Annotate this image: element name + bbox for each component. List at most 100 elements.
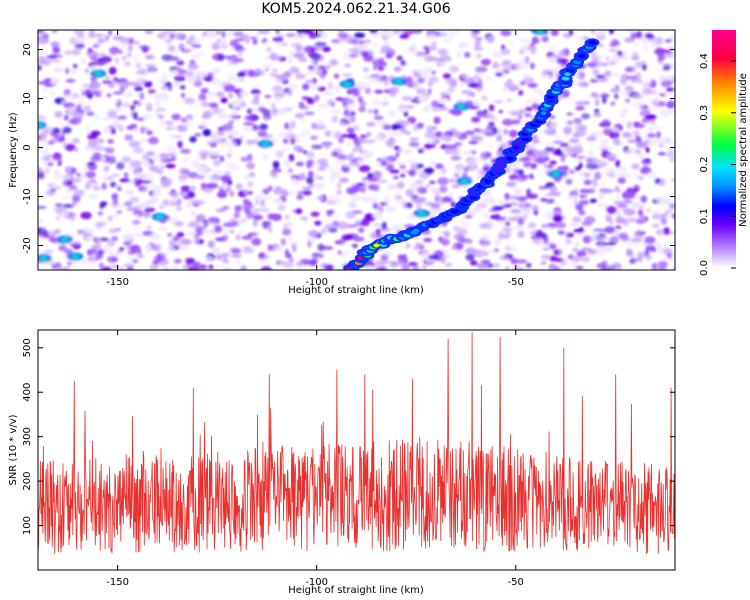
heatmap-noise-cell [272,160,280,169]
colorbar-tick-label: 0.1 [699,208,710,224]
heatmap-noise-cell [182,170,191,174]
heatmap-noise-cell [66,93,75,98]
heatmap-noise-cell [74,148,79,152]
heatmap-noise-cell [154,99,161,108]
heatmap-noise-cell [124,189,135,196]
heatmap-noise-cell [98,143,104,147]
heatmap-noise-cell [412,84,420,90]
heatmap-noise-cell [364,74,370,80]
heatmap-noise-cell [507,216,518,222]
heatmap-noise-cell [169,32,174,41]
heatmap-noise-cell [662,62,670,67]
heatmap-x-tick-label: -100 [305,277,328,288]
heatmap-noise-cell [167,217,179,224]
heatmap-noise-cell [633,184,640,193]
heatmap-noise-cell [262,224,269,229]
heatmap-noise-cell [158,227,168,231]
heatmap-noise-cell [142,230,154,236]
heatmap-noise-cell [190,209,196,218]
heatmap-noise-cell [474,157,483,161]
heatmap-noise-cell [191,160,199,168]
heatmap-noise-cell [405,243,411,249]
heatmap-x-tick-label: -50 [508,277,524,288]
heatmap-noise-cell [486,35,495,43]
heatmap-noise-cell [377,206,384,210]
snr-series-line [38,332,675,554]
heatmap-noise-cell [230,218,237,223]
ridge-peak [564,72,571,77]
heatmap-noise-cell [565,33,571,39]
heatmap-noise-cell [62,204,75,208]
heatmap-noise-cell [272,68,278,72]
heatmap-noise-cell [502,118,515,126]
heatmap-noise-cell [528,173,534,179]
heatmap-noise-cell [376,179,389,184]
heatmap-noise-cell [586,162,598,170]
heatmap-noise-cell [158,205,164,210]
heatmap-blob-core [536,30,544,33]
heatmap-noise-cell [547,56,557,63]
heatmap-noise-cell [657,56,664,64]
heatmap-noise-cell [428,45,438,51]
heatmap-noise-cell [517,169,524,176]
heatmap-noise-cell [223,113,233,119]
heatmap-noise-cell [144,30,154,34]
heatmap-noise-cell [484,131,496,137]
heatmap-noise-cell [246,108,253,114]
heatmap-noise-cell [639,109,651,117]
heatmap-noise-cell [281,191,289,198]
heatmap-noise-cell [588,150,593,156]
heatmap-noise-cell [38,167,43,173]
heatmap-noise-cell [634,135,642,142]
snr-y-tick-label: 200 [22,472,33,491]
heatmap-noise-cell [430,207,442,216]
heatmap-noise-cell [215,208,226,213]
heatmap-noise-cell [597,192,605,200]
heatmap-noise-cell [659,179,665,187]
heatmap-noise-cell [574,120,580,124]
heatmap-noise-cell [519,49,525,55]
heatmap-blob-core [39,256,48,260]
heatmap-noise-cell [63,49,71,56]
heatmap-noise-cell [519,57,529,65]
heatmap-noise-cell [339,177,349,184]
heatmap-noise-cell [358,227,365,233]
heatmap-noise-cell [357,81,370,88]
heatmap-noise-cell [530,163,538,170]
heatmap-noise-cell [324,91,335,96]
heatmap-noise-cell [136,254,145,259]
heatmap-noise-cell [613,200,624,205]
heatmap-noise-cell [380,160,388,167]
heatmap-noise-cell [256,193,264,200]
heatmap-noise-cell [396,55,403,61]
heatmap-noise-cell [416,88,427,95]
heatmap-noise-cell [290,120,296,129]
heatmap-noise-cell [613,72,619,78]
heatmap-noise-cell [345,103,355,109]
heatmap-noise-cell [610,87,620,93]
heatmap-noise-cell [207,240,216,249]
heatmap-noise-cell [316,158,329,165]
ridge-peak [540,111,547,116]
heatmap-noise-cell [63,114,69,121]
heatmap-noise-cell [233,77,246,81]
heatmap-noise-cell [608,43,616,48]
heatmap-noise-cell [669,63,675,70]
heatmap-noise-cell [620,50,628,58]
heatmap-noise-cell [90,156,102,162]
heatmap-noise-cell [189,136,197,143]
snr-x-tick-label: -50 [508,577,524,588]
heatmap-noise-cell [242,218,247,223]
heatmap-noise-cell [502,87,509,93]
heatmap-noise-cell [600,183,606,187]
heatmap-noise-cell [102,126,111,134]
heatmap-noise-cell [622,199,633,204]
heatmap-noise-cell [122,55,127,61]
heatmap-noise-cell [315,120,326,125]
heatmap-noise-cell [212,131,219,139]
heatmap-noise-cell [298,101,305,109]
heatmap-noise-cell [300,116,305,124]
heatmap-noise-cell [593,112,602,118]
ridge-core [561,76,570,81]
snr-y-tick-label: 300 [22,427,33,446]
